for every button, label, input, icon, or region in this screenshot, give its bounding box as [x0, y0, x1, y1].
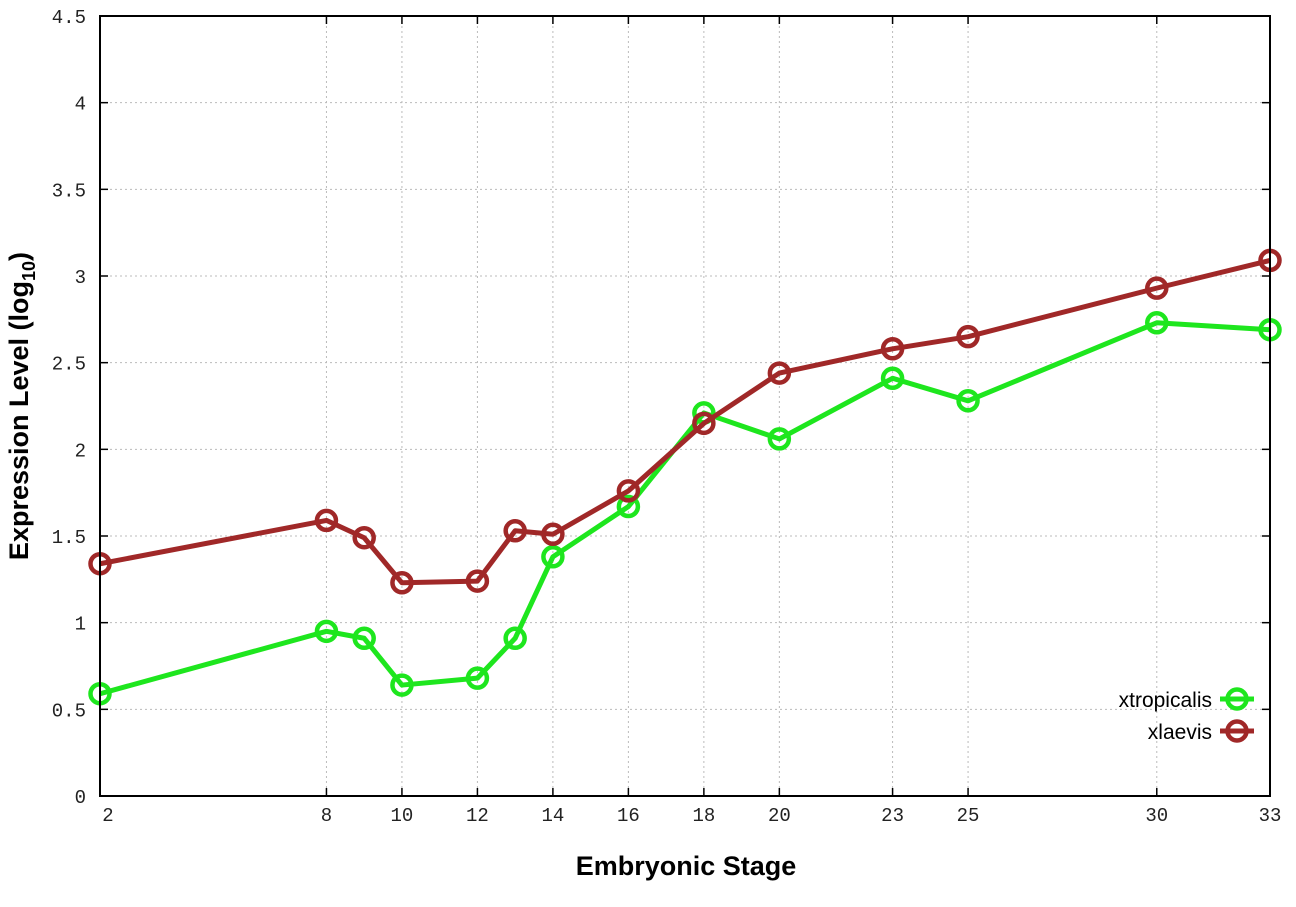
data-point-xtropicalis — [1145, 311, 1169, 335]
data-point-xtropicalis — [503, 626, 527, 651]
x-tick-label: 12 — [466, 805, 489, 827]
data-point-xlaevis — [956, 324, 980, 349]
legend: xtropicalis xlaevis — [1119, 687, 1254, 744]
data-point-xlaevis — [880, 337, 905, 361]
data-point-xlaevis — [1145, 276, 1169, 300]
x-tick-label: 16 — [617, 805, 640, 827]
data-point-xlaevis — [465, 569, 490, 593]
y-tick-label: 3 — [75, 267, 86, 289]
plot-frame — [99, 15, 1271, 797]
data-point-xlaevis — [692, 411, 716, 436]
data-point-xtropicalis — [541, 545, 565, 569]
legend-label-xtropicalis: xtropicalis — [1119, 689, 1212, 712]
data-point-xtropicalis — [465, 666, 490, 690]
data-point-xtropicalis — [767, 427, 792, 451]
x-tick-label: 14 — [541, 805, 564, 827]
y-tick-label: 0 — [75, 787, 86, 809]
ticks: 0 0.5 1 1.5 2 2.5 3 3.5 4 4.5 2 8 10 12 14 16 18 20 23 25 30… — [52, 7, 1282, 827]
y-tick-label: 1 — [75, 614, 86, 636]
data-point-xlaevis — [541, 522, 565, 547]
y-axis-label: Expression Level (log10) — [4, 252, 39, 560]
x-tick-label: 33 — [1259, 805, 1282, 827]
grid — [100, 16, 1270, 796]
data-point-xlaevis — [390, 571, 414, 595]
y-tick-label: 0.5 — [52, 700, 86, 722]
data-point-xtropicalis — [390, 673, 414, 697]
data-point-xlaevis — [352, 525, 376, 550]
x-tick-label: 18 — [692, 805, 715, 827]
series-layer — [88, 248, 1282, 706]
data-point-xlaevis — [503, 519, 527, 543]
legend-label-xlaevis: xlaevis — [1148, 721, 1212, 744]
x-tick-label: 20 — [768, 805, 791, 827]
series-line-xlaevis — [99, 257, 1271, 586]
x-tick-label: 8 — [321, 805, 332, 827]
y-tick-label: 2 — [75, 440, 86, 462]
data-point-xlaevis — [767, 361, 792, 385]
y-tick-label: 1.5 — [52, 527, 86, 549]
y-tick-label: 4.5 — [52, 7, 86, 29]
data-point-xlaevis — [616, 479, 641, 503]
data-point-xtropicalis — [956, 389, 980, 413]
legend-marker-xlaevis — [1225, 719, 1249, 743]
data-point-xlaevis — [314, 508, 339, 533]
data-point-xtropicalis — [616, 494, 641, 519]
series-line-xtropicalis — [99, 320, 1271, 697]
x-axis-label: Embryonic Stage — [576, 851, 797, 881]
x-tick-label: 23 — [881, 805, 904, 827]
y-tick-label: 2.5 — [52, 354, 86, 376]
x-tick-label: 2 — [102, 805, 113, 827]
x-tick-label: 25 — [957, 805, 980, 827]
data-point-xtropicalis — [314, 619, 339, 644]
data-point-xtropicalis — [352, 626, 376, 651]
y-tick-label: 4 — [75, 94, 86, 116]
legend-marker-xtropicalis — [1225, 687, 1249, 711]
y-tick-label: 3.5 — [52, 180, 86, 202]
data-point-xtropicalis — [880, 366, 905, 391]
x-tick-label: 10 — [391, 805, 414, 827]
x-tick-label: 30 — [1145, 805, 1168, 827]
